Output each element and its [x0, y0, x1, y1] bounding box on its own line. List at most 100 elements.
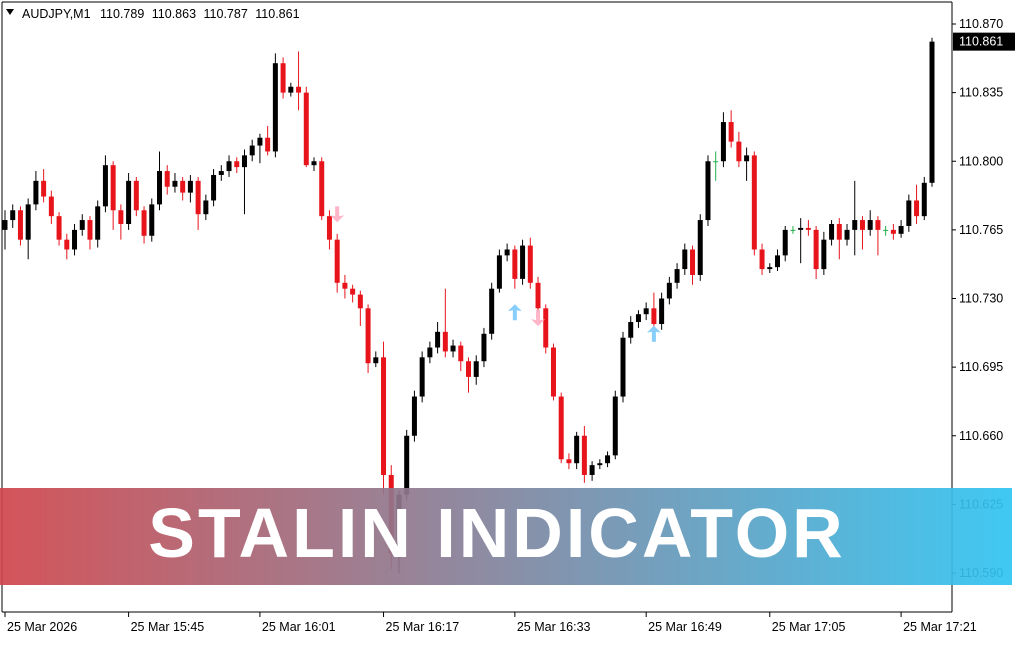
candle-body [164, 171, 170, 187]
last-price-label: 110.861 [959, 35, 1003, 49]
candle-body [373, 357, 379, 364]
candle-body [605, 455, 611, 464]
candle-body [450, 345, 456, 352]
candle-body [33, 180, 39, 205]
candle-body [543, 308, 549, 348]
candle-body [767, 267, 773, 270]
candle-body [821, 239, 827, 270]
menu-triangle[interactable] [6, 9, 14, 15]
candle-body [728, 122, 734, 142]
x-tick-label: 25 Mar 17:21 [903, 620, 977, 634]
x-tick-label: 25 Mar 16:17 [386, 620, 460, 634]
candle-body [643, 308, 649, 315]
y-tick-label: 110.835 [959, 86, 1003, 100]
candle-body [195, 180, 201, 215]
candle-body [272, 63, 278, 152]
candle-body [381, 357, 387, 475]
candle-body [597, 463, 603, 466]
candle-body [659, 298, 665, 324]
candle-body [411, 396, 417, 436]
candle-body [288, 86, 294, 93]
candle-body [319, 161, 325, 217]
candle-body [736, 141, 742, 162]
candle-body [133, 180, 139, 211]
candle-body [628, 322, 634, 338]
candle-body [844, 229, 850, 240]
candle-body [620, 337, 626, 397]
candle-body [682, 249, 688, 270]
candle-body [666, 282, 672, 299]
candle-body [187, 180, 193, 193]
sell-arrow [330, 206, 345, 223]
candle-body [280, 63, 286, 93]
candle-body [365, 308, 371, 364]
candle-body [141, 210, 147, 236]
candle-body [466, 361, 471, 377]
candle-body [836, 223, 842, 240]
candle-body [458, 345, 464, 362]
candle-body [257, 137, 263, 146]
x-tick-label: 25 Mar 2026 [7, 620, 77, 634]
candle-body [303, 92, 309, 166]
candle-body [512, 249, 518, 279]
candle-body [226, 161, 232, 172]
candle-body [744, 155, 750, 162]
candle-body [296, 86, 302, 93]
candle-body [705, 161, 711, 221]
candle-body [48, 196, 54, 217]
candle-body [589, 465, 595, 475]
candle-body [419, 357, 425, 397]
candle-body [489, 288, 495, 334]
banner-group: STALIN INDICATOR [0, 488, 1012, 585]
candle-body [713, 161, 719, 163]
candle-body [149, 204, 155, 236]
candle-body [435, 331, 441, 348]
candle-body [126, 180, 132, 224]
candle-body [898, 225, 904, 234]
candle-body [72, 229, 78, 250]
candle-body [875, 220, 881, 230]
candle-body [829, 223, 835, 240]
candle-body [110, 165, 116, 211]
candle-body [427, 347, 433, 358]
candle-body [558, 396, 564, 460]
y-tick-label: 110.800 [959, 154, 1003, 168]
candle-body [859, 220, 865, 230]
candle-body [867, 220, 873, 230]
candle-body [929, 41, 935, 183]
candle-body [157, 171, 162, 205]
x-tick-label: 25 Mar 16:49 [648, 620, 722, 634]
candle-body [172, 180, 178, 187]
candle-body [203, 200, 209, 215]
candle-body [775, 255, 780, 268]
candle-body [334, 239, 340, 283]
candle-body [496, 255, 502, 289]
candle-body [504, 249, 510, 256]
header-open: 110.789 [100, 7, 144, 21]
candle-body [79, 220, 85, 230]
candle-body [890, 229, 896, 234]
candle-body [102, 165, 108, 207]
candle-body [473, 361, 479, 377]
header-close: 110.861 [255, 7, 299, 21]
candle-body [651, 308, 657, 324]
candle-body [612, 396, 618, 456]
candle-body [635, 314, 641, 323]
y-tick-label: 110.730 [959, 292, 1003, 306]
candle-body [566, 459, 572, 464]
candle-body [481, 333, 487, 362]
candle-body [813, 229, 819, 270]
candle-body [241, 155, 247, 168]
candle-body [906, 200, 912, 226]
banner-title: STALIN INDICATOR [148, 494, 845, 572]
x-tick-label: 25 Mar 17:05 [772, 620, 846, 634]
banner [0, 488, 1012, 585]
candle-body [805, 227, 811, 230]
candle-body [118, 210, 124, 224]
candle-body [326, 216, 332, 240]
y-tick-label: 110.660 [959, 429, 1003, 443]
candle-body [520, 245, 526, 279]
candle-body [550, 347, 556, 397]
